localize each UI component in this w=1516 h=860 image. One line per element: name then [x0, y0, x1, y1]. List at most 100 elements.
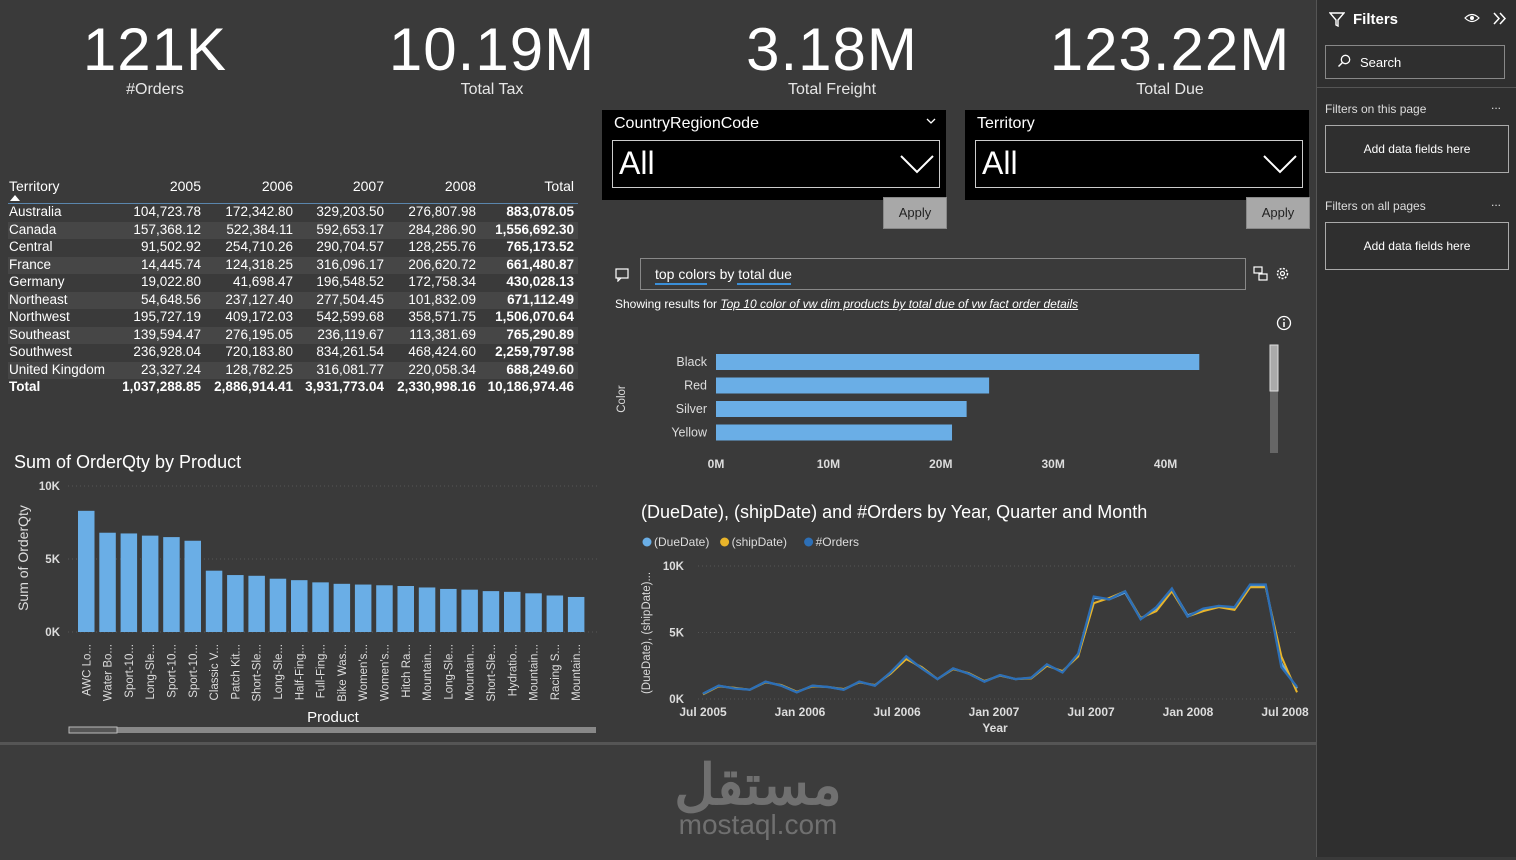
info-icon[interactable] — [1276, 315, 1292, 331]
slicer-value: All — [982, 145, 1018, 181]
slicer-country-region-code: CountryRegionCode All — [602, 110, 946, 200]
value-cell: 236,119.67 — [317, 326, 384, 342]
card-total-due[interactable]: 123.22M Total Due — [1020, 14, 1320, 99]
chevron-down-icon[interactable] — [926, 116, 936, 126]
value-cell: 1,037,288.85 — [122, 379, 201, 394]
chevron-down-icon — [900, 155, 934, 174]
value-cell: 1,506,070.64 — [495, 309, 574, 324]
value-cell: 10,186,974.46 — [487, 379, 574, 394]
x-tick-label: 20M — [929, 457, 952, 471]
value-cell: 139,594.47 — [133, 326, 201, 342]
filters-this-page-label: Filters on this page — [1325, 102, 1427, 116]
value-cell: 290,704.57 — [316, 239, 384, 254]
row-label: Germany — [9, 274, 65, 289]
value-cell: 195,727.19 — [133, 309, 201, 324]
matrix-row[interactable]: United Kingdom 23,327.24 128,782.25 316,081… — [8, 361, 578, 379]
category-label: Black — [676, 355, 707, 369]
value-cell: 883,078.05 — [506, 204, 574, 219]
more-options-icon[interactable]: ... — [1491, 98, 1502, 112]
convert-visual-icon[interactable] — [1253, 266, 1268, 281]
filters-search-input[interactable]: Search — [1325, 45, 1505, 79]
x-tick-label: Mountain... — [571, 644, 583, 701]
matrix-row[interactable]: Northeast 54,648.56 237,127.40 277,504.45 10… — [8, 291, 578, 309]
row-label: Southeast — [9, 326, 70, 342]
card-total-tax[interactable]: 10.19M Total Tax — [342, 14, 642, 99]
gear-icon[interactable] — [1275, 266, 1290, 281]
card-total-freight[interactable]: 3.18M Total Freight — [682, 14, 982, 99]
value-cell: 19,022.80 — [140, 274, 201, 289]
value-cell: 284,286.90 — [408, 221, 476, 237]
row-label: Total — [9, 379, 41, 394]
x-tick-label: 10M — [817, 457, 840, 471]
category-label: Silver — [676, 402, 707, 416]
x-tick-label: Jul 2007 — [1067, 705, 1115, 719]
y-axis-title: (DueDate), (shipDate)... — [641, 572, 653, 694]
value-cell: 316,081.77 — [316, 361, 384, 377]
x-tick-label: Hydratio... — [507, 644, 519, 696]
eye-icon[interactable] — [1464, 12, 1480, 24]
orderqty-bar-chart[interactable]: Sum of OrderQty by Product 0K 5K 10K Sum of … — [0, 448, 605, 740]
legend-label: (DueDate) — [654, 535, 709, 549]
matrix-row[interactable]: Northwest 195,727.19 409,172.03 542,599.68 3… — [8, 309, 578, 327]
slicer-dropdown[interactable]: All — [975, 140, 1303, 188]
scrollbar-track — [69, 727, 596, 733]
matrix-total-row[interactable]: Total 1,037,288.85 2,886,914.41 3,931,773.0… — [8, 379, 578, 397]
card-label: Total Tax — [460, 81, 524, 98]
slicer-title: CountryRegionCode — [614, 115, 759, 132]
sort-ascending-icon[interactable] — [10, 195, 20, 201]
matrix-header[interactable]: Territory 2005 2006 2007 2008 Total — [8, 178, 578, 201]
value-cell: 172,342.80 — [225, 204, 293, 219]
value-cell: 277,504.45 — [316, 291, 384, 307]
bar — [78, 510, 95, 632]
chart-title: Sum of OrderQty by Product — [14, 452, 241, 472]
matrix-row[interactable]: Central 91,502.92 254,710.26 290,704.57 128,… — [8, 239, 578, 257]
bar — [269, 578, 287, 632]
qa-result-prefix: Showing results for — [615, 297, 718, 311]
value-cell: 113,381.69 — [409, 326, 476, 342]
matrix-row[interactable]: Australia 104,723.78 172,342.80 329,203.50 2… — [8, 204, 578, 222]
matrix-row[interactable]: France 14,445.74 124,318.25 316,096.17 206,6… — [8, 256, 578, 274]
value-cell: 236,928.04 — [133, 344, 201, 359]
bar — [461, 589, 478, 632]
qa-result-link[interactable]: Top 10 color of vw dim products by total… — [720, 297, 1079, 311]
header-divider — [8, 203, 578, 204]
collapse-pane-icon[interactable] — [1493, 12, 1507, 25]
x-tick-label: Jan 2006 — [775, 705, 826, 719]
apply-button[interactable]: Apply — [883, 197, 947, 229]
x-tick-label: Full-Fing... — [316, 644, 328, 698]
matrix-row[interactable]: Southeast 139,594.47 276,195.05 236,119.67 1… — [8, 326, 578, 344]
value-cell: 316,096.17 — [316, 256, 384, 272]
bar — [354, 584, 372, 632]
add-data-fields-this-page[interactable]: Add data fields here — [1325, 125, 1509, 173]
card-label: Total Due — [1136, 81, 1204, 98]
slicer-dropdown[interactable]: All — [612, 140, 940, 188]
y-tick-label: 10K — [39, 481, 61, 493]
value-cell: 276,807.98 — [408, 204, 476, 219]
add-data-fields-all-pages[interactable]: Add data fields here — [1325, 222, 1509, 270]
comment-icon[interactable] — [615, 268, 629, 282]
value-cell: 522,384.11 — [226, 221, 293, 237]
bar — [440, 588, 457, 632]
value-cell: 765,290.89 — [506, 326, 574, 342]
value-cell: 124,318.25 — [225, 256, 293, 272]
report-canvas: 121K #Orders 10.19M Total Tax 3.18M Tota… — [0, 14, 1310, 740]
value-cell: 661,480.87 — [506, 256, 574, 272]
watermark-logo: مستقل — [674, 753, 842, 816]
qa-input[interactable]: top colors by total due — [640, 258, 1246, 290]
x-tick-label: Hitch Ra... — [401, 644, 413, 698]
x-tick-label: Women's... — [379, 644, 391, 701]
color-bar-chart[interactable]: Black Red Silver Yellow 0M 10M 20M 30M 40M Color — [605, 335, 1305, 480]
matrix-row[interactable]: Canada 157,368.12 522,384.11 592,653.17 284,… — [8, 221, 578, 239]
bar — [397, 586, 414, 632]
card-orders[interactable]: 121K #Orders — [5, 14, 305, 99]
value-cell: 276,195.05 — [225, 326, 293, 342]
matrix-row[interactable]: Germany 19,022.80 41,698.47 196,548.52 172,7… — [8, 274, 578, 292]
dates-line-chart[interactable]: (DueDate), (shipDate) and #Orders by Yea… — [630, 495, 1310, 740]
value-cell: 468,424.60 — [408, 344, 476, 359]
matrix-row[interactable]: Southwest 236,928.04 720,183.80 834,261.54 4… — [8, 344, 578, 362]
card-label: #Orders — [126, 81, 184, 98]
more-options-icon[interactable]: ... — [1491, 195, 1502, 209]
value-cell: 2,259,797.98 — [495, 344, 574, 359]
apply-button[interactable]: Apply — [1246, 197, 1310, 229]
value-cell: 14,445.74 — [140, 256, 201, 272]
